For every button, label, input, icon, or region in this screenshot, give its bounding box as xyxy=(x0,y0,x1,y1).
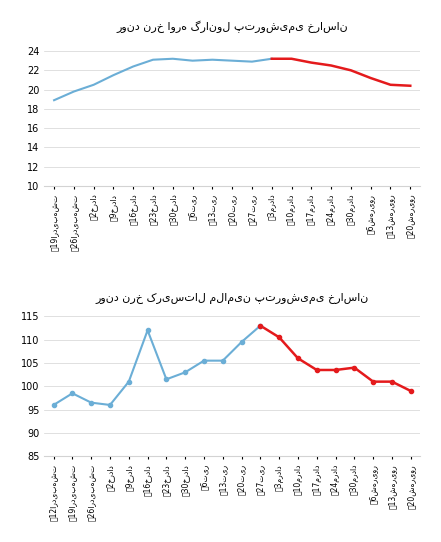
Title: روند نرخ کریستال ملامین پتروشیمی خراسان: روند نرخ کریستال ملامین پتروشیمی خراسان xyxy=(96,293,369,304)
Title: روند نرخ اوره گرانول پتروشیمی خراسان: روند نرخ اوره گرانول پتروشیمی خراسان xyxy=(116,21,348,33)
